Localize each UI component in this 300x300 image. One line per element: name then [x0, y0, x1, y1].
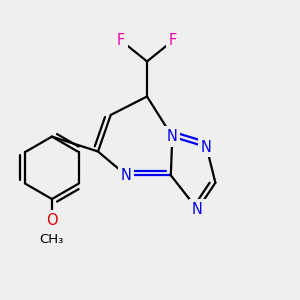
Text: F: F [117, 33, 125, 48]
Text: N: N [201, 140, 212, 154]
Text: F: F [169, 33, 177, 48]
Text: CH₃: CH₃ [40, 233, 64, 246]
Text: N: N [121, 168, 132, 183]
Text: N: N [192, 202, 203, 217]
Text: N: N [167, 129, 178, 144]
Text: O: O [46, 213, 58, 228]
